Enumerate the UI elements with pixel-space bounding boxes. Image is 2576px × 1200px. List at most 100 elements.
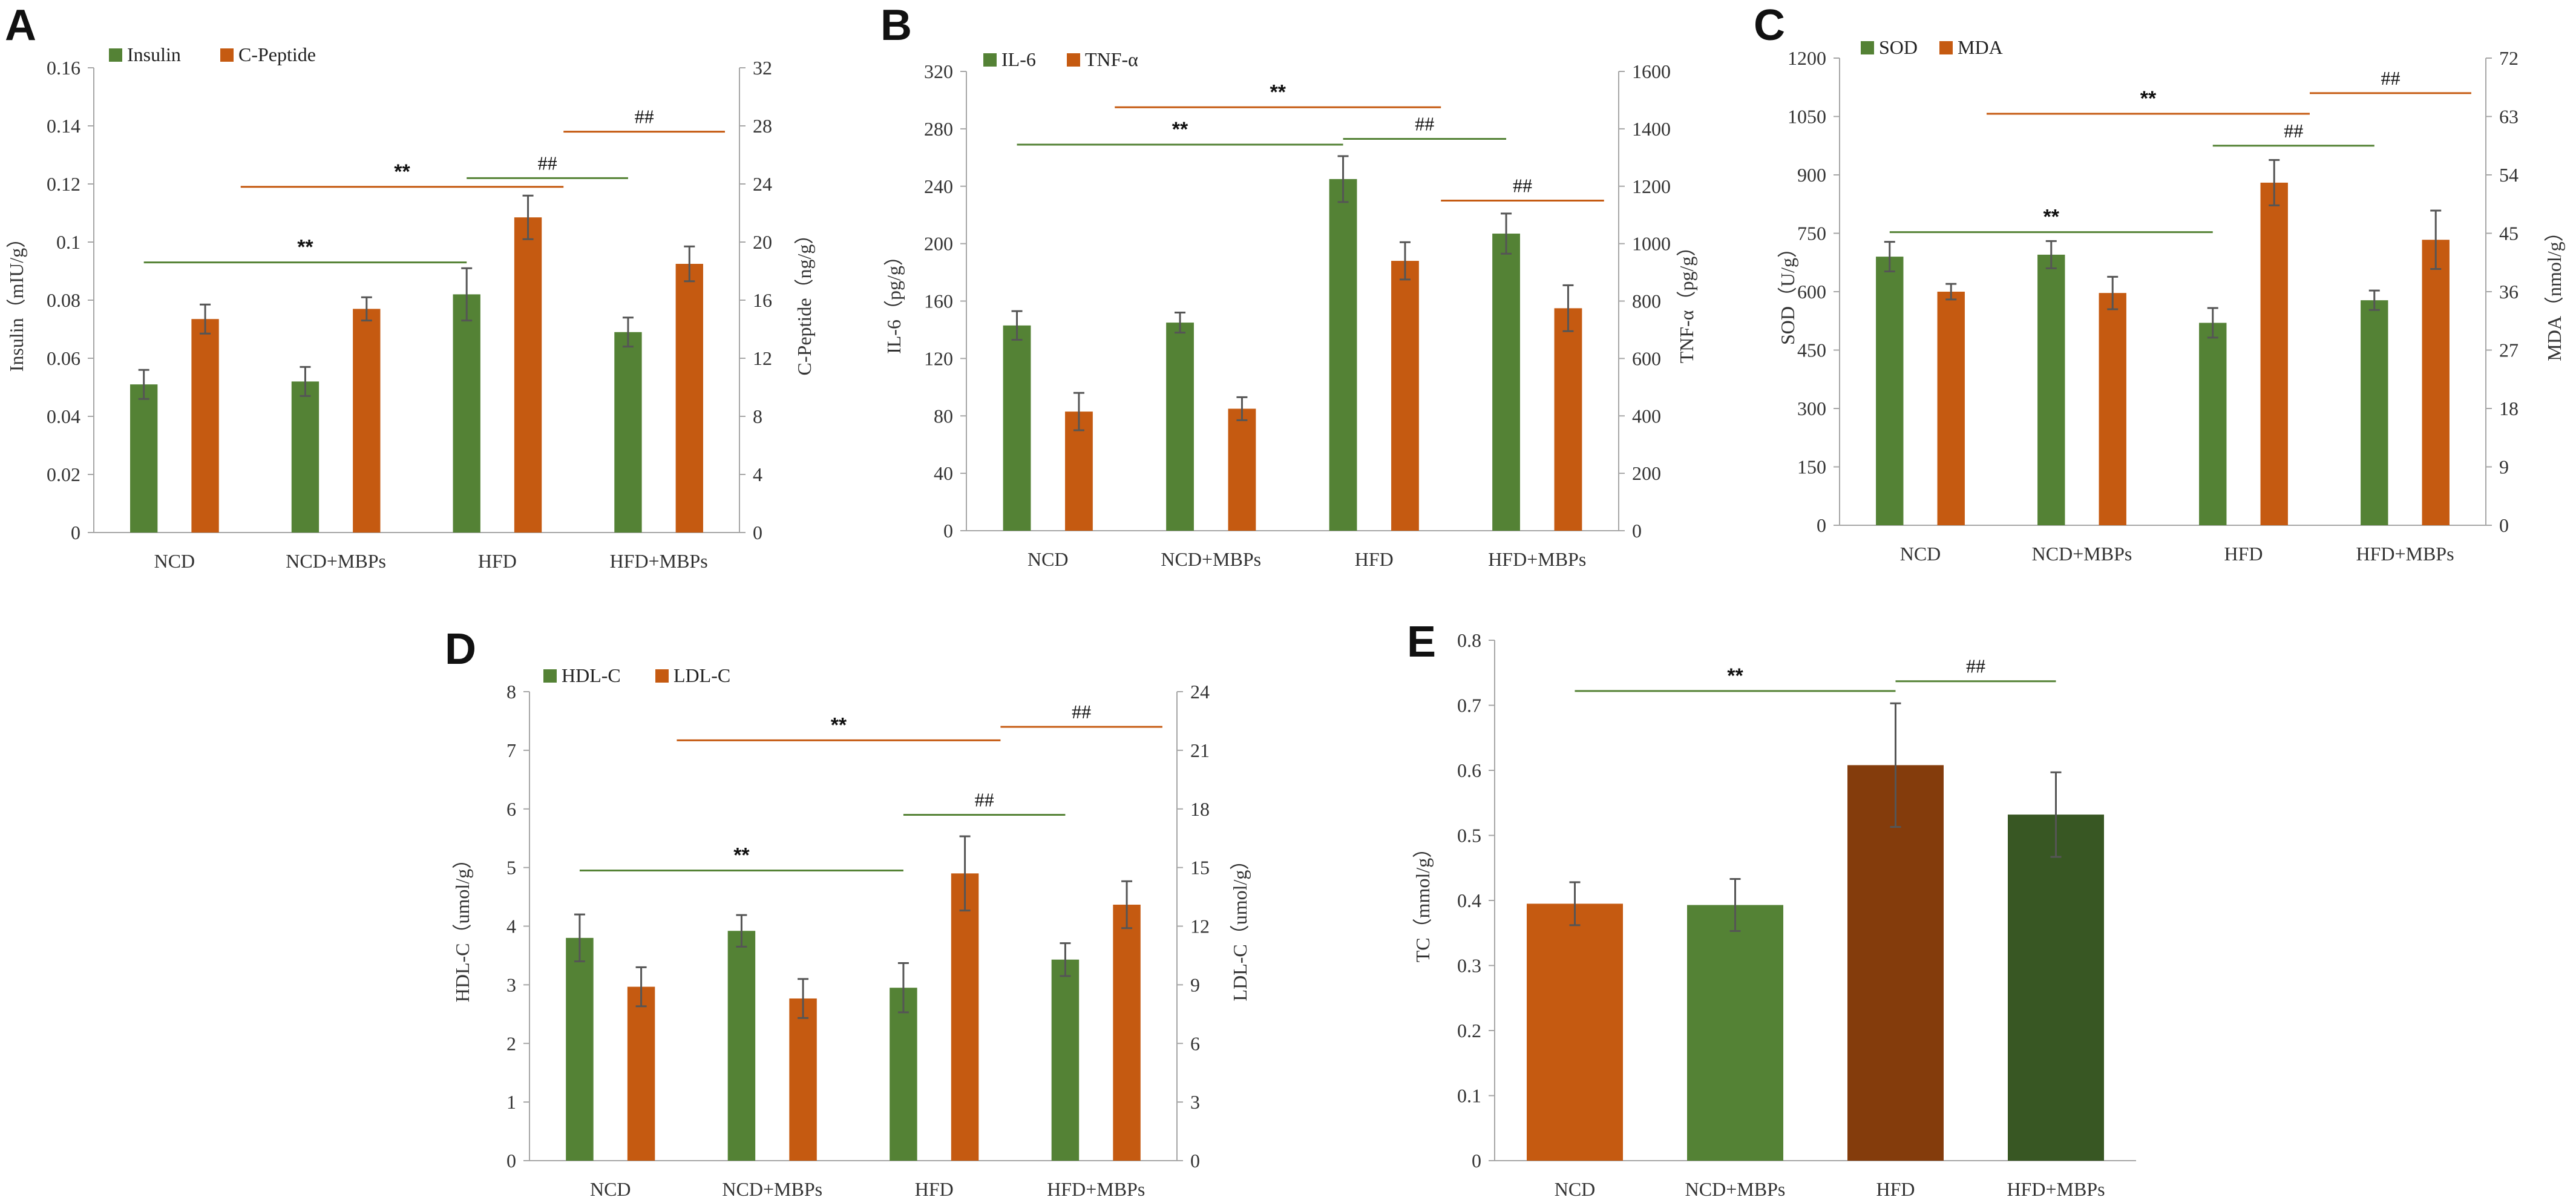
- bar-hdl-c: [566, 937, 594, 1161]
- right-tick-label: 0: [1190, 1150, 1200, 1172]
- left-tick-label: 0.3: [1457, 955, 1481, 977]
- left-tick-label: 40: [934, 462, 953, 484]
- right-tick-label: 21: [1190, 739, 1210, 761]
- left-tick-label: 0: [1472, 1150, 1481, 1172]
- right-tick-label: 18: [1190, 798, 1210, 820]
- bar-hdl-c: [890, 988, 917, 1161]
- left-tick-label: 1200: [1788, 47, 1826, 69]
- bar-insulin: [453, 294, 480, 533]
- category-label: HFD+MBPs: [2007, 1178, 2105, 1200]
- panel-b-chart: B 0 40 80 120 160 200 240 280 320 0 200 400 600 800 100…: [880, 1, 1697, 570]
- right-tick-label: 1000: [1632, 233, 1671, 255]
- right-tick-label: 20: [753, 231, 772, 253]
- legend-label: Insulin: [127, 44, 181, 65]
- right-tick-label: 54: [2499, 164, 2519, 186]
- category-label: NCD: [154, 550, 195, 572]
- category-label: NCD: [1555, 1178, 1596, 1200]
- right-tick-label: 9: [1190, 974, 1200, 995]
- left-tick-label: 280: [924, 118, 953, 140]
- right-tick-label: 600: [1632, 347, 1661, 369]
- significance-marker: **: [1727, 664, 1743, 687]
- legend-swatch: [1939, 41, 1953, 54]
- significance-marker: **: [2043, 206, 2060, 229]
- left-tick-label: 0.5: [1457, 825, 1481, 847]
- right-tick-label: 0: [2499, 514, 2509, 536]
- left-axis-title: IL-6（pg/g）: [883, 246, 905, 354]
- category-label: NCD+MBPs: [286, 550, 386, 572]
- bar-sod: [2199, 323, 2227, 525]
- legend-label: C-Peptide: [238, 44, 316, 65]
- legend-label: LDL-C: [673, 664, 730, 686]
- bar-c-peptide: [353, 309, 381, 533]
- category-label: HFD+MBPs: [2356, 543, 2454, 565]
- left-tick-label: 0.14: [47, 115, 80, 137]
- bar-tnf-: [1065, 411, 1093, 531]
- category-label: HFD: [478, 550, 517, 572]
- bar-c-peptide: [191, 319, 219, 533]
- bar-ldl-c: [951, 873, 979, 1161]
- panel-letter: E: [1407, 618, 1436, 666]
- left-tick-label: 900: [1797, 164, 1826, 186]
- category-label: NCD+MBPs: [1685, 1178, 1786, 1200]
- bar-tc: [1687, 905, 1783, 1161]
- bar-mda: [2260, 182, 2288, 525]
- legend-swatch: [1861, 41, 1874, 54]
- right-tick-label: 32: [753, 57, 772, 79]
- legend-swatch: [655, 669, 669, 683]
- right-tick-label: 24: [753, 173, 772, 195]
- left-tick-label: 120: [924, 347, 953, 369]
- category-label: NCD: [1027, 548, 1069, 570]
- left-tick-label: 0.02: [47, 464, 80, 485]
- right-tick-label: 4: [753, 464, 762, 485]
- left-tick-label: 0.04: [47, 405, 80, 427]
- left-tick-label: 8: [506, 681, 516, 703]
- left-tick-label: 0.7: [1457, 695, 1481, 716]
- significance-marker: ##: [1415, 113, 1434, 134]
- legend-swatch: [543, 669, 557, 683]
- legend-swatch: [109, 48, 122, 62]
- category-label: NCD+MBPs: [1161, 548, 1261, 570]
- significance-marker: **: [297, 236, 313, 259]
- bar-tc: [1847, 765, 1944, 1161]
- bar-mda: [1937, 292, 1965, 525]
- left-tick-label: 0.12: [47, 173, 80, 195]
- left-tick-label: 5: [506, 857, 516, 879]
- bar-ldl-c: [789, 998, 817, 1161]
- legend-label: SOD: [1879, 36, 1918, 58]
- panel-letter: A: [5, 1, 36, 50]
- legend-label: MDA: [1958, 36, 2003, 58]
- left-tick-label: 320: [924, 61, 953, 82]
- left-tick-label: 600: [1797, 281, 1826, 303]
- left-tick-label: 2: [506, 1032, 516, 1054]
- bar-insulin: [291, 381, 320, 533]
- category-label: HFD+MBPs: [1488, 548, 1586, 570]
- bar-sod: [2037, 254, 2065, 525]
- significance-marker: ##: [1966, 655, 1985, 677]
- right-axis-title: MDA（nmol/g）: [2543, 222, 2565, 361]
- right-tick-label: 3: [1190, 1091, 1200, 1113]
- left-tick-label: 0.8: [1457, 629, 1481, 651]
- left-axis-title: HDL-C（umol/g）: [451, 850, 473, 1002]
- right-tick-label: 1200: [1632, 175, 1671, 197]
- bar-ldl-c: [627, 986, 655, 1161]
- bar-mda: [2422, 240, 2450, 525]
- legend-label: TNF-α: [1085, 48, 1138, 70]
- left-axis-title: Insulin（mIU/g）: [5, 229, 27, 372]
- category-label: HFD+MBPs: [610, 550, 708, 572]
- right-tick-label: 12: [753, 347, 772, 369]
- right-tick-label: 45: [2499, 223, 2519, 244]
- bar-mda: [2099, 293, 2126, 525]
- category-label: HFD+MBPs: [1047, 1178, 1145, 1200]
- significance-marker: ##: [2381, 67, 2400, 89]
- bar-il-6: [1003, 325, 1031, 531]
- legend-label: HDL-C: [562, 664, 621, 686]
- panel-a-chart: A 0 0.02 0.04 0.06 0.08 0.1 0.12 0.14 0.16 0 4 8 12 16…: [5, 1, 815, 572]
- left-tick-label: 240: [924, 175, 953, 197]
- right-axis-title: C-Peptide（ng/g）: [793, 225, 815, 376]
- left-tick-label: 0.2: [1457, 1020, 1481, 1041]
- bar-sod: [1876, 257, 1904, 525]
- significance-marker: ##: [635, 106, 654, 128]
- right-tick-label: 1600: [1632, 61, 1671, 82]
- left-tick-label: 0: [943, 520, 953, 542]
